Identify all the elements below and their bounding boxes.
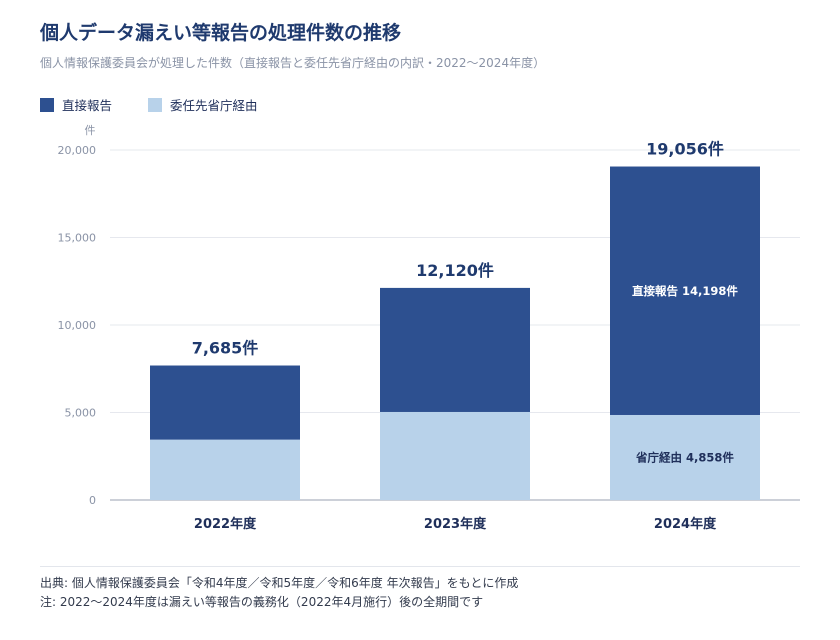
- y-tick-label: 15,000: [58, 232, 97, 245]
- x-tick-label: 2024年度: [654, 516, 717, 532]
- source-note: 出典: 個人情報保護委員会「令和4年度／令和5年度／令和6年度 年次報告」をもと…: [40, 576, 519, 590]
- bar-segment-direct: [150, 365, 300, 440]
- legend-item-direct: 直接報告: [40, 95, 112, 114]
- total-data-label: 12,120件: [416, 261, 494, 280]
- footer-divider: [40, 566, 800, 567]
- legend-swatch-direct: [40, 97, 54, 112]
- y-tick-label: 0: [89, 494, 96, 507]
- x-tick-label: 2023年度: [424, 516, 487, 532]
- y-axis-unit-label: 件: [85, 124, 96, 137]
- legend-item-ministry: 委任先省庁経由: [148, 95, 258, 114]
- legend-label-ministry: 委任先省庁経由: [170, 98, 258, 113]
- legend-swatch-ministry: [148, 97, 163, 112]
- bar-segment-ministry: [150, 439, 300, 500]
- bar-segment-direct: [610, 166, 760, 415]
- footer: 出典: 個人情報保護委員会「令和4年度／令和5年度／令和6年度 年次報告」をもと…: [40, 574, 518, 612]
- x-tick-label: 2022年度: [194, 516, 257, 532]
- chart-subtitle: 個人情報保護委員会が処理した件数（直接報告と委任先省庁経由の内訳・2022〜20…: [40, 56, 546, 70]
- total-data-label: 7,685件: [192, 339, 259, 358]
- footnote: 注: 2022〜2024年度は漏えい等報告の義務化（2022年4月施行）後の全期…: [40, 595, 484, 609]
- legend-label-direct: 直接報告: [62, 98, 113, 113]
- segment-data-label: 省庁経由 4,858件: [635, 450, 734, 464]
- total-data-label: 19,056件: [646, 140, 724, 159]
- bar-segment-ministry: [610, 414, 760, 500]
- y-tick-label: 20,000: [58, 144, 97, 157]
- bar-segment-direct: [380, 287, 530, 412]
- bar-segment-ministry: [380, 411, 530, 500]
- stacked-bar-chart: 件 0 5,000 10,000 15,000 20,000 7,685件 2022年度 12,…: [58, 124, 800, 532]
- y-tick-label: 10,000: [58, 319, 97, 332]
- segment-data-label: 直接報告 14,198件: [632, 284, 738, 298]
- chart-title: 個人データ漏えい等報告の処理件数の推移: [40, 22, 402, 44]
- legend: 直接報告 委任先省庁経由: [40, 95, 258, 114]
- y-tick-label: 5,000: [65, 407, 97, 420]
